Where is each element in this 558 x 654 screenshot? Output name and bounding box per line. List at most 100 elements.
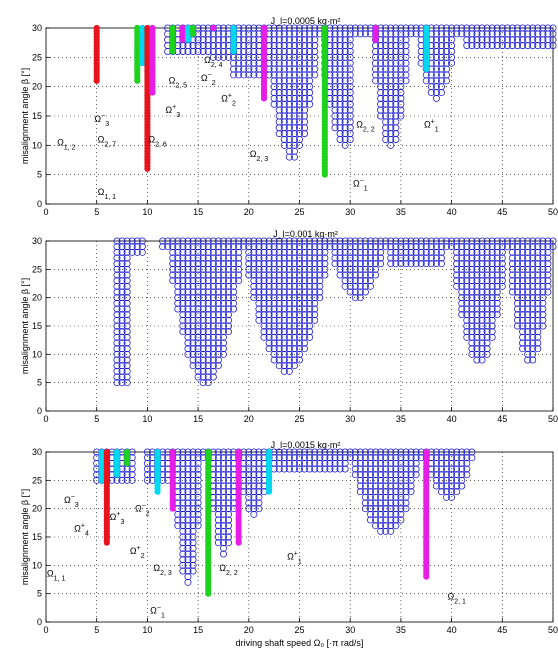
data-point [270, 282, 278, 290]
data-point [194, 459, 202, 467]
x-tick-label: 40 [447, 207, 457, 217]
annotation-label: Ω2, 2 [219, 563, 238, 577]
data-point [519, 305, 527, 313]
data-point [204, 373, 212, 381]
x-tick-label: 50 [548, 207, 558, 217]
x-tick-label: 5 [94, 207, 99, 217]
data-point [118, 328, 126, 336]
data-point [204, 265, 212, 273]
data-point [544, 277, 552, 285]
data-point [235, 254, 243, 262]
data-point [270, 350, 278, 358]
data-point [437, 482, 445, 490]
data-point [214, 345, 222, 353]
data-point [179, 47, 187, 55]
data-point [194, 476, 202, 484]
data-point [179, 516, 187, 524]
data-point [392, 254, 400, 262]
data-point [184, 277, 192, 285]
data-point [204, 254, 212, 262]
data-point [458, 471, 466, 479]
data-point [285, 448, 293, 456]
annotation-label: Ω2, 5 [169, 76, 188, 90]
data-point [209, 316, 217, 324]
data-point [417, 237, 425, 245]
data-point [285, 454, 293, 462]
data-point [387, 493, 395, 501]
data-point [448, 459, 456, 467]
data-point [432, 459, 440, 467]
data-point [346, 271, 354, 279]
data-point [219, 282, 227, 290]
data-point [113, 243, 121, 251]
data-point [214, 53, 222, 61]
data-point [478, 299, 486, 307]
data-point [219, 544, 227, 552]
data-point [539, 254, 547, 262]
data-point [199, 328, 207, 336]
data-point [265, 339, 273, 347]
data-point [382, 516, 390, 524]
data-point [473, 311, 481, 319]
data-point [377, 254, 385, 262]
data-point [336, 237, 344, 245]
data-point [351, 243, 359, 251]
data-point [483, 42, 491, 50]
data-point [255, 488, 263, 496]
data-point [214, 248, 222, 256]
data-point [219, 522, 227, 530]
data-point [199, 47, 207, 55]
data-point [478, 356, 486, 364]
data-point [255, 471, 263, 479]
data-point [189, 448, 197, 456]
data-point [179, 539, 187, 547]
data-point [295, 288, 303, 296]
data-point [255, 505, 263, 513]
data-point [113, 350, 121, 358]
data-point [361, 476, 369, 484]
data-point [437, 243, 445, 251]
data-point [219, 465, 227, 473]
data-point [270, 265, 278, 273]
data-point [366, 271, 374, 279]
data-point [295, 248, 303, 256]
data-point [372, 248, 380, 256]
data-point [230, 71, 238, 79]
data-point [549, 237, 557, 245]
data-point [356, 482, 364, 490]
y-tick-label: 5 [37, 170, 42, 180]
data-point [295, 237, 303, 245]
data-point [214, 505, 222, 513]
data-point [316, 294, 324, 302]
data-point [483, 311, 491, 319]
x-tick-label: 45 [497, 207, 507, 217]
data-point [285, 277, 293, 285]
data-point [219, 454, 227, 462]
data-point [539, 322, 547, 330]
data-point [306, 237, 314, 245]
data-point [422, 243, 430, 251]
data-point [219, 476, 227, 484]
data-point [463, 328, 471, 336]
data-point [184, 499, 192, 507]
data-point [356, 294, 364, 302]
colored-point [210, 24, 217, 32]
data-point [184, 516, 192, 524]
data-point [209, 277, 217, 285]
data-point [539, 311, 547, 319]
data-point [366, 277, 374, 285]
data-point [265, 328, 273, 336]
data-point [179, 556, 187, 564]
data-point [128, 243, 136, 251]
data-point [285, 356, 293, 364]
data-point [194, 277, 202, 285]
colored-point [179, 36, 186, 43]
annotation-label: Ω2, 6 [148, 134, 167, 148]
data-point [225, 459, 233, 467]
data-point [280, 271, 288, 279]
data-point [524, 277, 532, 285]
data-point [209, 328, 217, 336]
data-point [225, 482, 233, 490]
data-point [493, 42, 501, 50]
data-point [189, 362, 197, 370]
